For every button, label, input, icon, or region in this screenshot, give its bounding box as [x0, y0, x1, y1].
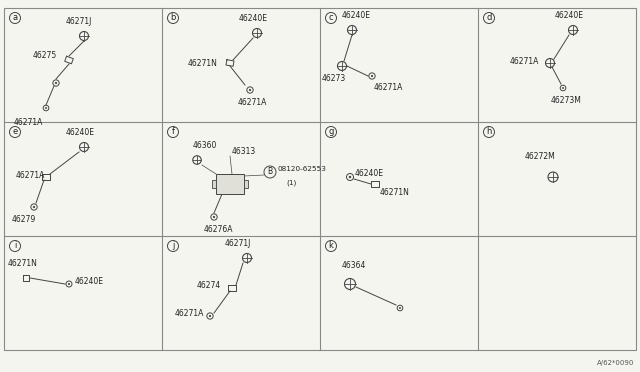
Text: A/62*0090: A/62*0090	[596, 360, 634, 366]
Text: 46271A: 46271A	[374, 83, 403, 92]
Text: c: c	[329, 13, 333, 22]
Text: a: a	[12, 13, 17, 22]
Text: 46271A: 46271A	[510, 57, 540, 65]
Text: 46240E: 46240E	[75, 278, 104, 286]
Text: 46271J: 46271J	[66, 17, 92, 26]
Circle shape	[45, 107, 47, 109]
Bar	[244, 180, 248, 188]
Text: 46360: 46360	[193, 141, 218, 150]
Circle shape	[213, 216, 215, 218]
Text: 46271N: 46271N	[188, 58, 218, 67]
Circle shape	[399, 307, 401, 309]
Text: (1): (1)	[286, 179, 296, 186]
Text: 46240E: 46240E	[66, 128, 95, 137]
Text: 46271J: 46271J	[225, 239, 252, 248]
Text: j: j	[172, 241, 174, 250]
Bar	[216, 174, 244, 194]
Text: 46313: 46313	[232, 147, 256, 156]
Text: 46240E: 46240E	[342, 11, 371, 20]
Text: k: k	[328, 241, 333, 250]
Text: 46271N: 46271N	[380, 188, 410, 197]
Circle shape	[371, 75, 373, 77]
Text: f: f	[172, 128, 175, 137]
Text: 46274: 46274	[197, 282, 221, 291]
Text: d: d	[486, 13, 492, 22]
Text: 46364: 46364	[342, 261, 366, 270]
Text: b: b	[170, 13, 176, 22]
Text: 46271A: 46271A	[238, 98, 268, 107]
Text: 46273: 46273	[322, 74, 346, 83]
Circle shape	[249, 89, 251, 91]
Text: 46240E: 46240E	[555, 11, 584, 20]
Text: 46275: 46275	[33, 51, 57, 61]
Circle shape	[55, 82, 57, 84]
Text: 46271N: 46271N	[8, 259, 38, 268]
Circle shape	[33, 206, 35, 208]
Text: 08120-62553: 08120-62553	[278, 166, 327, 172]
Text: h: h	[486, 128, 492, 137]
Circle shape	[349, 176, 351, 178]
Text: e: e	[12, 128, 18, 137]
Text: 46272M: 46272M	[525, 152, 556, 161]
Circle shape	[68, 283, 70, 285]
Bar	[212, 180, 216, 188]
Circle shape	[562, 87, 564, 89]
Text: i: i	[14, 241, 16, 250]
Text: 46271A: 46271A	[16, 170, 45, 180]
Text: 46271A: 46271A	[175, 310, 204, 318]
Text: 46240E: 46240E	[239, 14, 268, 23]
Text: 46271A: 46271A	[14, 118, 44, 127]
Text: 46279: 46279	[12, 215, 36, 224]
Text: 46240E: 46240E	[355, 170, 384, 179]
Circle shape	[209, 315, 211, 317]
Text: B: B	[268, 167, 273, 176]
Text: g: g	[328, 128, 333, 137]
Text: 46276A: 46276A	[204, 225, 234, 234]
Text: 46273M: 46273M	[551, 96, 582, 105]
